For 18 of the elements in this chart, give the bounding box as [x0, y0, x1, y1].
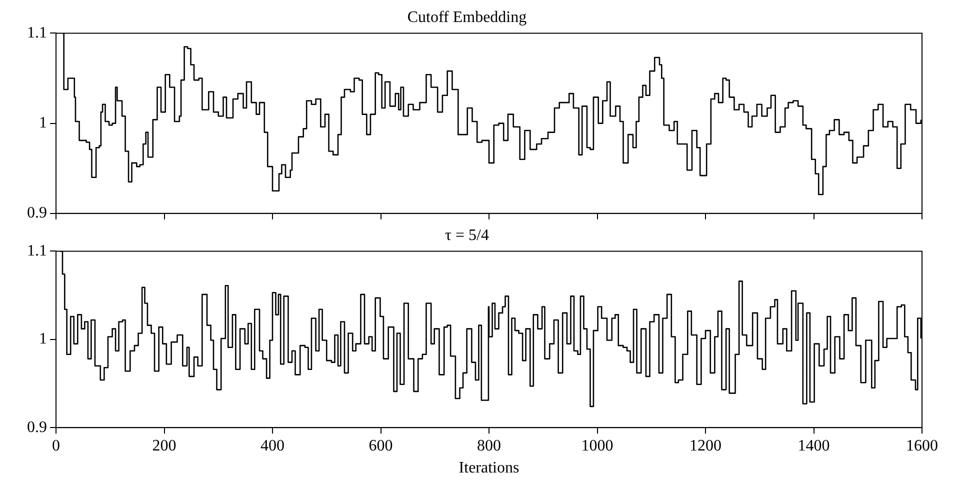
- x-tick-label: 1600: [906, 437, 938, 454]
- y-tick-label: 1: [39, 330, 47, 348]
- x-tick-label: 600: [368, 437, 393, 454]
- x-tick-label: 1000: [581, 437, 614, 454]
- x-tick-label: 800: [477, 437, 501, 454]
- y-tick-label: 0.9: [27, 204, 47, 222]
- chart-title: Cutoff Embedding: [407, 8, 527, 26]
- x-tick-label: 1200: [690, 437, 722, 454]
- x-tick-label: 1400: [798, 437, 830, 454]
- x-tick-label: 0: [52, 437, 60, 454]
- y-tick-label: 1.1: [27, 24, 47, 42]
- x-tick-label: 200: [152, 437, 176, 454]
- y-tick-label: 0.9: [27, 418, 47, 436]
- chart-title: τ = 5/4: [445, 226, 489, 244]
- y-tick-label: 1: [39, 114, 47, 132]
- y-tick-label: 1.1: [27, 242, 47, 260]
- x-axis-title: Iterations: [458, 460, 520, 477]
- x-tick-label: 400: [260, 437, 284, 454]
